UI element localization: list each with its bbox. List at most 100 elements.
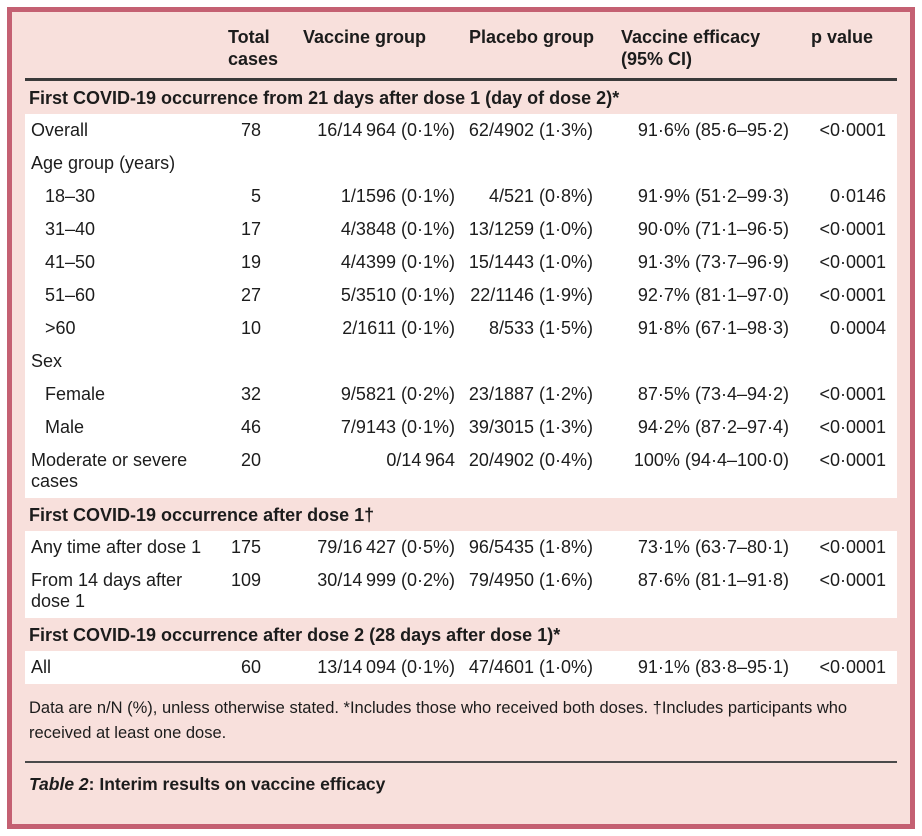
cell: 87·5% (73·4–94·2) bbox=[637, 384, 789, 404]
cell: 7/9143 (0·1%) bbox=[340, 417, 455, 437]
table-row: 41–50 19 4/4399 (0·1%) 15/1443 (1·0%) 91·3% … bbox=[25, 246, 897, 279]
column-header-total-cases: Total cases bbox=[220, 12, 278, 81]
section-title: First COVID-19 occurrence after dose 2 (… bbox=[29, 625, 561, 645]
section-row: First COVID-19 occurrence after dose 2 (… bbox=[25, 618, 897, 651]
cell: 175 bbox=[230, 537, 261, 557]
cell: 109 bbox=[230, 570, 261, 590]
cell: <0·0001 bbox=[819, 285, 886, 305]
cell: 79/4950 (1·6%) bbox=[468, 570, 593, 590]
row-label: 31–40 bbox=[45, 219, 96, 239]
row-label: 18–30 bbox=[45, 186, 96, 206]
section-row: First COVID-19 occurrence after dose 1† bbox=[25, 498, 897, 531]
cell: 100% (94·4–100·0) bbox=[633, 450, 789, 470]
footnote-text: Data are n/N (%), unless otherwise state… bbox=[29, 699, 848, 742]
section-row: First COVID-19 occurrence from 21 days a… bbox=[25, 80, 897, 115]
table-row: 51–60 27 5/3510 (0·1%) 22/1146 (1·9%) 92·7% … bbox=[25, 279, 897, 312]
table-row: Age group (years) bbox=[25, 147, 897, 180]
cell bbox=[275, 147, 465, 180]
cell: 94·2% (87·2–97·4) bbox=[637, 417, 789, 437]
cell bbox=[605, 345, 799, 378]
table-row: 31–40 17 4/3848 (0·1%) 13/1259 (1·0%) 90·0% … bbox=[25, 213, 897, 246]
cell: 39/3015 (1·3%) bbox=[468, 417, 593, 437]
cell: 5 bbox=[250, 186, 261, 206]
row-label: 41–50 bbox=[45, 252, 96, 272]
cell: 79/16 427 (0·5%) bbox=[317, 537, 455, 557]
cell: 60 bbox=[240, 657, 261, 677]
row-label: 51–60 bbox=[45, 285, 96, 305]
cell bbox=[275, 345, 465, 378]
table-card: Total cases Vaccine group Placebo group … bbox=[7, 7, 915, 829]
table-row: Female 32 9/5821 (0·2%) 23/1887 (1·2%) 87·5%… bbox=[25, 378, 897, 411]
cell: 0·0004 bbox=[829, 318, 886, 338]
caption-prefix: Table 2 bbox=[29, 774, 89, 794]
row-label: Overall bbox=[31, 120, 89, 140]
cell: 87·6% (81·1–91·8) bbox=[637, 570, 789, 590]
cell: 0·0146 bbox=[829, 186, 886, 206]
cell: 96/5435 (1·8%) bbox=[468, 537, 593, 557]
cell: <0·0001 bbox=[819, 570, 886, 590]
cell: 91·8% (67·1–98·3) bbox=[637, 318, 789, 338]
cell: 27 bbox=[240, 285, 261, 305]
cell: 91·6% (85·6–95·2) bbox=[637, 120, 789, 140]
table-row: All 60 13/14 094 (0·1%) 47/4601 (1·0%) 91·1%… bbox=[25, 651, 897, 684]
cell bbox=[465, 147, 605, 180]
table-row: 18–30 5 1/1596 (0·1%) 4/521 (0·8%) 91·9% (51… bbox=[25, 180, 897, 213]
cell: <0·0001 bbox=[819, 450, 886, 470]
cell: 8/533 (1·5%) bbox=[488, 318, 593, 338]
cell: 90·0% (71·1–96·5) bbox=[637, 219, 789, 239]
cell: 5/3510 (0·1%) bbox=[340, 285, 455, 305]
table-row: Any time after dose 1 175 79/16 427 (0·5%)… bbox=[25, 531, 897, 564]
cell: 62/4902 (1·3%) bbox=[468, 120, 593, 140]
table-row: Male 46 7/9143 (0·1%) 39/3015 (1·3%) 94·2% (… bbox=[25, 411, 897, 444]
cell: <0·0001 bbox=[819, 384, 886, 404]
row-label: From 14 days after dose 1 bbox=[31, 570, 183, 611]
cell bbox=[799, 345, 897, 378]
cell: 47/4601 (1·0%) bbox=[468, 657, 593, 677]
cell: 91·1% (83·8–95·1) bbox=[637, 657, 789, 677]
row-label: All bbox=[31, 657, 52, 677]
caption-divider bbox=[25, 761, 897, 763]
cell bbox=[605, 147, 799, 180]
table-row: >60 10 2/1611 (0·1%) 8/533 (1·5%) 91·8% (67·… bbox=[25, 312, 897, 345]
cell: 78 bbox=[240, 120, 261, 140]
row-label: >60 bbox=[45, 318, 76, 338]
cell: 4/4399 (0·1%) bbox=[340, 252, 455, 272]
cell: 4/3848 (0·1%) bbox=[340, 219, 455, 239]
row-label: Sex bbox=[31, 351, 63, 371]
cell: 17 bbox=[240, 219, 261, 239]
cell: 13/14 094 (0·1%) bbox=[317, 657, 455, 677]
row-label: Moderate or severe cases bbox=[31, 450, 188, 491]
row-label: Male bbox=[45, 417, 85, 437]
cell: 20 bbox=[240, 450, 261, 470]
table-row: Moderate or severe cases 20 0/14 964 20/490… bbox=[25, 444, 897, 498]
cell: <0·0001 bbox=[819, 537, 886, 557]
cell: 1/1596 (0·1%) bbox=[340, 186, 455, 206]
cell: 13/1259 (1·0%) bbox=[468, 219, 593, 239]
section-title: First COVID-19 occurrence from 21 days a… bbox=[29, 88, 620, 108]
cell: <0·0001 bbox=[819, 219, 886, 239]
section-title: First COVID-19 occurrence after dose 1† bbox=[29, 505, 375, 525]
cell: <0·0001 bbox=[819, 120, 886, 140]
row-label: Age group (years) bbox=[31, 153, 176, 173]
cell: 91·9% (51·2–99·3) bbox=[637, 186, 789, 206]
cell: 20/4902 (0·4%) bbox=[468, 450, 593, 470]
table-body: First COVID-19 occurrence from 21 days a… bbox=[25, 80, 897, 684]
cell: 9/5821 (0·2%) bbox=[340, 384, 455, 404]
table-row: Overall 78 16/14 964 (0·1%) 62/4902 (1·3%) 9… bbox=[25, 114, 897, 147]
cell: 30/14 999 (0·2%) bbox=[317, 570, 455, 590]
header-row: Total cases Vaccine group Placebo group … bbox=[25, 12, 897, 81]
caption-text: : Interim results on vaccine efficacy bbox=[88, 774, 386, 794]
cell: 92·7% (81·1–97·0) bbox=[637, 285, 789, 305]
cell: 91·3% (73·7–96·9) bbox=[637, 252, 789, 272]
row-label: Any time after dose 1 bbox=[31, 537, 202, 557]
vaccine-efficacy-table: Total cases Vaccine group Placebo group … bbox=[25, 12, 897, 684]
cell: <0·0001 bbox=[819, 417, 886, 437]
cell: 15/1443 (1·0%) bbox=[468, 252, 593, 272]
row-label: Female bbox=[45, 384, 106, 404]
cell: <0·0001 bbox=[819, 252, 886, 272]
cell: 22/1146 (1·9%) bbox=[470, 285, 593, 305]
cell bbox=[465, 345, 605, 378]
column-header-p-value: p value bbox=[799, 12, 897, 81]
column-header-placebo-group: Placebo group bbox=[465, 12, 605, 81]
